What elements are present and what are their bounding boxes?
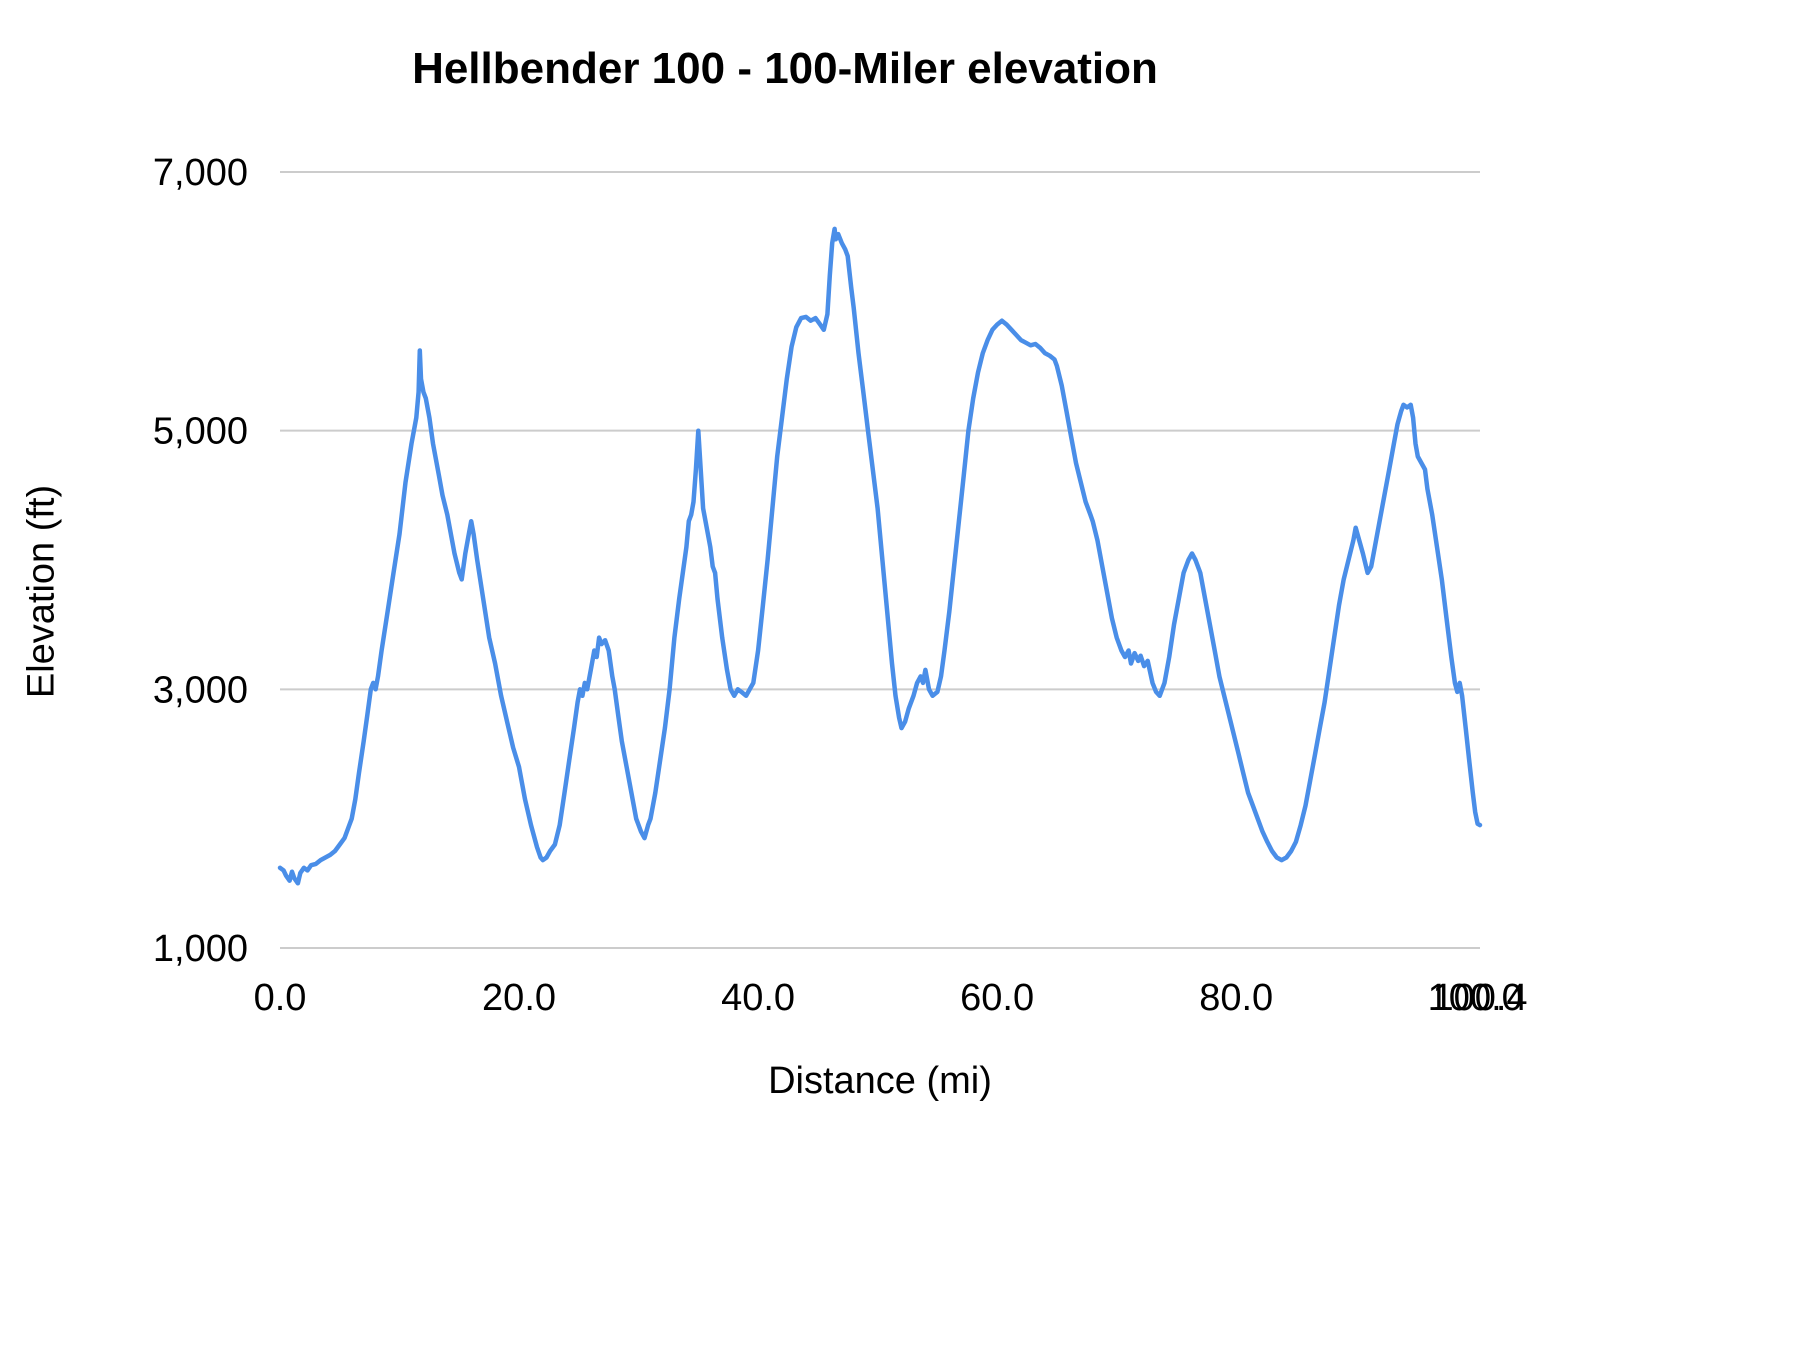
x-tick-label: 20.0 — [482, 977, 556, 1019]
y-tick-label: 7,000 — [153, 152, 248, 194]
x-tick-label: 100.4 — [1432, 977, 1527, 1019]
x-tick-label: 60.0 — [960, 977, 1034, 1019]
x-tick-label: 40.0 — [721, 977, 795, 1019]
x-tick-label: 0.0 — [254, 977, 307, 1019]
chart-title: Hellbender 100 - 100-Miler elevation — [412, 44, 1158, 93]
y-tick-label: 3,000 — [153, 669, 248, 711]
x-tick-label: 80.0 — [1199, 977, 1273, 1019]
elevation-line — [277, 226, 1483, 886]
y-axis-title: Elevation (ft) — [20, 484, 63, 699]
y-tick-label: 1,000 — [153, 928, 248, 970]
x-tick-label: 100.0 — [1428, 977, 1523, 1019]
x-axis-title: Distance (mi) — [768, 1060, 992, 1102]
y-tick-label: 5,000 — [153, 411, 248, 453]
